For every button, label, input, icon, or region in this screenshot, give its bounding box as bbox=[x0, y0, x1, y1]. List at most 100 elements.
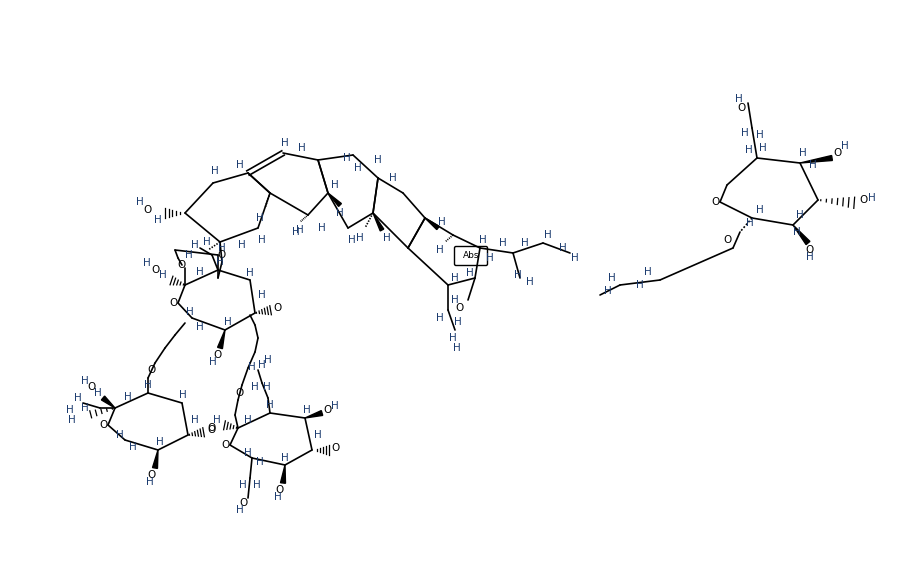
Text: O: O bbox=[738, 103, 746, 113]
Text: O: O bbox=[88, 382, 96, 392]
Polygon shape bbox=[373, 213, 384, 231]
Text: H: H bbox=[298, 143, 306, 153]
Text: H: H bbox=[760, 143, 767, 153]
Polygon shape bbox=[800, 155, 833, 163]
Text: H: H bbox=[282, 453, 289, 463]
Polygon shape bbox=[153, 450, 158, 469]
Text: H: H bbox=[735, 94, 743, 104]
Text: H: H bbox=[258, 290, 266, 300]
Text: H: H bbox=[159, 270, 167, 280]
Text: H: H bbox=[216, 257, 224, 267]
Polygon shape bbox=[328, 193, 342, 206]
Text: H: H bbox=[296, 225, 303, 235]
Text: H: H bbox=[499, 238, 507, 248]
Text: H: H bbox=[343, 153, 351, 163]
Text: H: H bbox=[244, 448, 252, 458]
Text: H: H bbox=[454, 317, 462, 327]
Text: H: H bbox=[449, 333, 457, 343]
Text: H: H bbox=[806, 252, 813, 262]
Text: O: O bbox=[207, 423, 216, 433]
Text: H: H bbox=[389, 173, 397, 183]
Text: H: H bbox=[266, 400, 274, 410]
Text: O: O bbox=[151, 265, 159, 275]
Text: H: H bbox=[303, 405, 311, 415]
Text: H: H bbox=[741, 128, 749, 138]
Text: H: H bbox=[209, 357, 217, 367]
Text: H: H bbox=[144, 380, 152, 390]
Text: H: H bbox=[636, 280, 643, 290]
Text: O: O bbox=[221, 440, 229, 450]
Text: H: H bbox=[544, 230, 552, 240]
Text: H: H bbox=[213, 415, 221, 425]
Text: H: H bbox=[236, 505, 244, 515]
Text: H: H bbox=[348, 235, 356, 245]
Text: H: H bbox=[191, 415, 199, 425]
Text: H: H bbox=[514, 270, 522, 280]
Text: H: H bbox=[218, 243, 226, 253]
Text: H: H bbox=[66, 405, 74, 415]
Text: H: H bbox=[756, 130, 764, 140]
Text: H: H bbox=[246, 268, 254, 278]
Text: H: H bbox=[644, 267, 652, 277]
Text: H: H bbox=[203, 237, 211, 247]
Text: H: H bbox=[94, 388, 101, 398]
Text: Abs: Abs bbox=[462, 252, 479, 260]
Text: H: H bbox=[479, 235, 487, 245]
Text: H: H bbox=[436, 313, 444, 323]
Text: H: H bbox=[436, 245, 444, 255]
Text: H: H bbox=[244, 415, 252, 425]
Text: H: H bbox=[354, 163, 362, 173]
Text: H: H bbox=[452, 273, 459, 283]
Text: H: H bbox=[179, 390, 186, 400]
Text: O: O bbox=[207, 425, 215, 435]
Text: H: H bbox=[756, 205, 764, 215]
Text: O: O bbox=[239, 498, 247, 508]
Polygon shape bbox=[793, 225, 810, 245]
Text: H: H bbox=[331, 180, 339, 190]
Polygon shape bbox=[101, 396, 115, 408]
Text: O: O bbox=[276, 485, 284, 495]
Text: H: H bbox=[809, 160, 817, 170]
Text: O: O bbox=[833, 148, 841, 158]
Text: O: O bbox=[332, 443, 340, 453]
Text: H: H bbox=[258, 360, 266, 370]
Text: H: H bbox=[793, 227, 801, 237]
Text: H: H bbox=[186, 250, 193, 260]
Text: H: H bbox=[116, 430, 124, 440]
Text: H: H bbox=[239, 480, 247, 490]
Text: O: O bbox=[456, 303, 464, 313]
Text: H: H bbox=[356, 233, 364, 243]
Text: H: H bbox=[156, 437, 164, 447]
Text: H: H bbox=[211, 166, 218, 176]
Text: H: H bbox=[239, 240, 246, 250]
Text: H: H bbox=[146, 477, 154, 487]
Text: H: H bbox=[452, 295, 459, 305]
Text: H: H bbox=[253, 480, 260, 490]
Text: H: H bbox=[799, 148, 807, 158]
Text: H: H bbox=[336, 208, 344, 218]
Text: O: O bbox=[148, 470, 156, 480]
Polygon shape bbox=[425, 218, 440, 230]
Polygon shape bbox=[218, 330, 225, 349]
Text: O: O bbox=[148, 365, 156, 375]
Text: H: H bbox=[74, 393, 82, 403]
Text: O: O bbox=[143, 205, 152, 215]
Text: H: H bbox=[186, 307, 194, 317]
Text: H: H bbox=[438, 217, 446, 227]
Text: H: H bbox=[124, 392, 132, 402]
Text: H: H bbox=[236, 160, 244, 170]
Text: H: H bbox=[453, 343, 461, 353]
Text: H: H bbox=[81, 376, 89, 386]
Text: O: O bbox=[806, 245, 814, 255]
Text: H: H bbox=[251, 382, 259, 392]
Text: O: O bbox=[218, 250, 226, 260]
Text: H: H bbox=[746, 218, 754, 228]
Text: H: H bbox=[292, 227, 300, 237]
Text: H: H bbox=[129, 442, 137, 452]
Text: O: O bbox=[213, 350, 221, 360]
Text: H: H bbox=[521, 238, 529, 248]
Text: H: H bbox=[143, 258, 151, 268]
Text: O: O bbox=[859, 195, 867, 205]
Text: H: H bbox=[796, 210, 804, 220]
Text: H: H bbox=[154, 215, 162, 225]
